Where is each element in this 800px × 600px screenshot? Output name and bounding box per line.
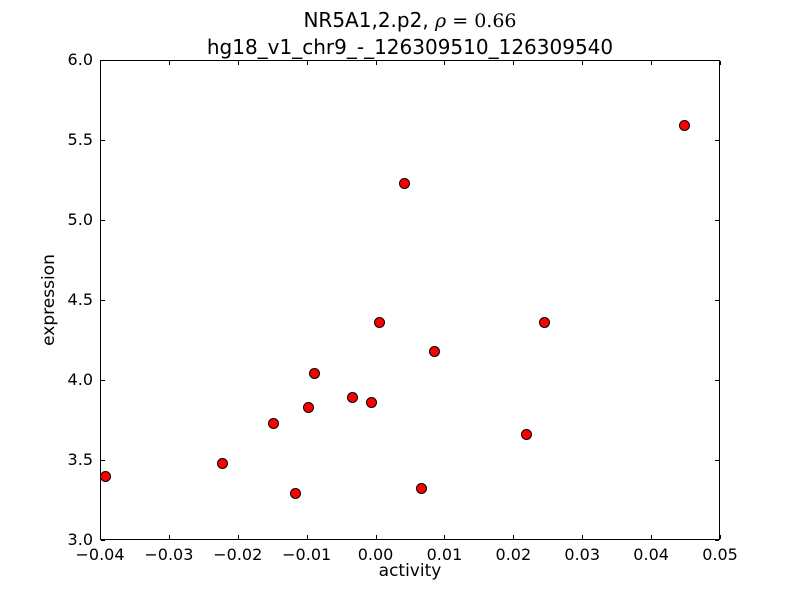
rho-value: 0.66 [474,10,517,32]
x-tick-mark-top [100,61,101,65]
x-tick-mark [582,535,584,539]
chart-title-line1: NR5A1,2.p2, ρ = 0.66 [100,7,720,34]
x-tick-mark-top [375,61,377,65]
y-tick-label: 4.0 [67,370,93,389]
x-tick-label: 0.02 [495,545,532,564]
data-point [398,177,410,189]
x-tick-mark [100,535,101,539]
x-tick-mark [651,535,653,539]
x-tick-label: 0.04 [633,545,669,564]
plot-area [100,60,721,541]
data-point [268,417,280,429]
data-point [290,488,302,500]
x-tick-mark-top [582,61,584,65]
y-tick-mark-right [715,300,719,301]
x-tick-mark-top [168,61,170,65]
data-point [428,345,440,357]
data-point [538,316,550,328]
data-point [308,368,320,380]
y-tick-mark-right [715,460,719,461]
data-point [679,120,691,132]
x-tick-label: 0.00 [357,545,394,564]
x-tick-mark [444,535,446,539]
x-tick-mark-top [513,61,515,65]
y-tick-mark-right [715,60,719,61]
rho-equals: = [446,10,475,32]
chart-subtitle: hg18_v1_chr9_-_126309510_126309540 [206,35,614,59]
y-tick-mark [101,220,105,221]
y-tick-mark [101,140,105,141]
x-tick-mark-top [651,61,653,65]
data-point [374,316,386,328]
data-point [217,457,229,469]
y-tick-label: 3.0 [67,530,93,549]
data-point [100,470,112,482]
title-rho-math: ρ = 0.66 [435,10,516,32]
y-tick-label: 5.0 [67,210,93,229]
x-axis-label: activity [378,561,442,581]
chart-title: NR5A1,2.p2, ρ = 0.66 hg18_v1_chr9_-_1263… [100,7,720,60]
y-tick-label: 3.5 [67,450,93,469]
x-tick-mark [513,535,515,539]
title-gene-label: NR5A1,2.p2, [303,8,436,32]
y-tick-mark [101,380,105,381]
x-tick-label: 0.01 [426,545,463,564]
x-tick-mark-top [720,61,721,65]
y-tick-label: 6.0 [67,50,93,69]
x-tick-mark-top [306,61,308,65]
y-tick-label: 4.5 [67,290,93,309]
y-axis-label: expression [39,254,59,346]
data-point [416,483,428,495]
x-tick-label: −0.01 [282,545,332,564]
y-tick-mark-right [715,380,719,381]
x-tick-label: −0.04 [75,545,125,564]
x-tick-mark [306,535,308,539]
y-tick-label: 5.5 [67,130,93,149]
x-tick-mark-top [444,61,446,65]
rho-symbol: ρ [435,10,447,32]
x-tick-label: 0.03 [564,545,601,564]
x-tick-label: 0.05 [702,545,738,564]
data-point [302,401,314,413]
y-tick-mark [101,60,105,61]
data-point [347,392,359,404]
y-tick-mark-right [715,140,719,141]
y-tick-mark [101,540,105,541]
data-point [365,396,377,408]
x-tick-mark [168,535,170,539]
x-tick-mark-top [237,61,239,65]
data-point [520,428,532,440]
x-tick-mark [237,535,239,539]
y-tick-mark [101,460,105,461]
y-tick-mark-right [715,540,719,541]
y-tick-mark [101,300,105,301]
x-tick-mark [720,535,721,539]
x-tick-mark [375,535,377,539]
x-tick-label: −0.03 [144,545,194,564]
x-tick-label: −0.02 [213,545,263,564]
y-tick-mark-right [715,220,719,221]
